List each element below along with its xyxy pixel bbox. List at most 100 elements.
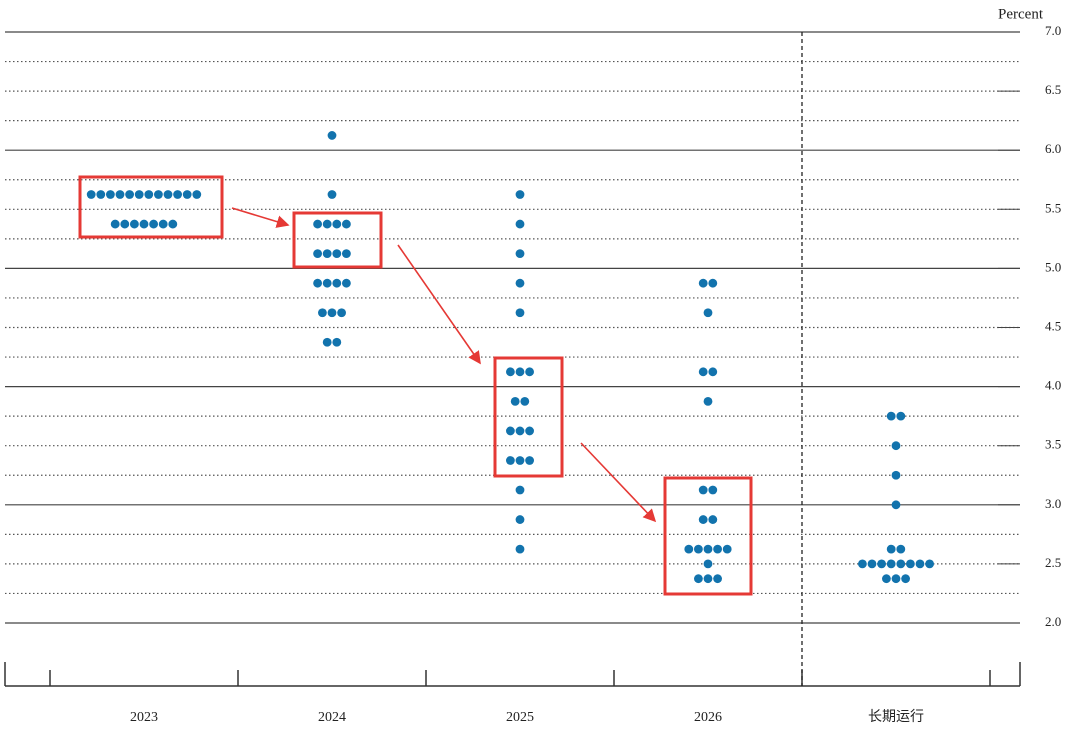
dot [322,249,332,259]
dot-group [322,337,342,347]
dot [332,249,342,259]
y-tick-label: 5.0 [1045,259,1061,274]
dot [342,278,351,288]
dot [515,544,525,554]
annotations [78,175,753,596]
dot [684,544,694,554]
dot [318,308,327,318]
y-tick-label: 6.5 [1045,82,1061,97]
dot [322,278,332,288]
dot [173,190,183,199]
dot-group [515,308,525,318]
dot [115,190,125,199]
dot-group [703,559,713,569]
arrow [580,442,657,523]
dot [130,219,139,229]
dot-group [506,367,534,377]
dot [891,470,901,480]
dot [139,219,149,229]
dot-group [318,308,346,318]
dot-group [698,367,718,377]
highlight-box [292,211,383,269]
highlight-box [663,476,753,596]
dot-group [886,544,906,554]
dot-group [313,278,351,288]
dot [313,249,322,259]
dot [877,559,886,569]
dot [120,219,130,229]
x-tick-label: 2025 [506,710,534,725]
dot [515,426,525,436]
dot-group [882,574,910,584]
highlight-box [493,356,564,478]
dot [515,278,525,288]
dot [896,544,906,554]
dot [313,278,322,288]
dot [134,190,144,199]
dot-group [515,278,525,288]
dot [713,544,722,554]
dot [886,559,896,569]
y-tick-label: 4.0 [1045,378,1061,393]
dot-group [313,249,351,259]
dot [515,190,525,199]
x-tick-label: 长期运行 [868,709,924,725]
dot-group [698,485,718,495]
y-tick-label: 5.5 [1045,200,1061,215]
dot-group [327,190,337,199]
y-tick-label: 7.0 [1045,23,1061,38]
dot [891,441,901,451]
dot [703,396,713,406]
dot [515,308,525,318]
dot [322,219,332,229]
y-tick-label: 6.0 [1045,141,1061,156]
dot [168,219,178,229]
dot [313,219,322,229]
dot [506,367,515,377]
dot [925,559,934,569]
dot [886,544,896,554]
dot-group [703,308,713,318]
dot-group [515,190,525,199]
dot [510,396,520,406]
dot [708,278,718,288]
highlight-box [78,175,224,239]
dot [110,219,120,229]
dot-group [698,515,718,524]
x-tick-label: 2023 [130,710,158,725]
dot [515,456,525,465]
dot-group [891,441,901,451]
dot [891,574,901,584]
dot [332,278,342,288]
dot-group [327,131,337,140]
dot [342,219,351,229]
dot [703,308,713,318]
y-tick-label: 4.5 [1045,318,1061,333]
dot-group [886,411,906,421]
dot [525,367,534,377]
arrow [231,207,290,228]
dot [163,190,173,199]
y-tick-label: 3.5 [1045,437,1061,452]
y-axis-label: Percent [998,6,1044,22]
dot [886,411,896,421]
dot [906,559,915,569]
dot-group [694,574,722,584]
dot [520,396,530,406]
x-tick-label: 2024 [318,710,346,725]
y-tick-label: 2.0 [1045,614,1061,629]
dot [332,219,342,229]
dot [337,308,346,318]
dot-group [506,456,534,465]
dot [722,544,732,554]
dot [192,190,202,199]
dot-group [858,559,934,569]
dot [515,367,525,377]
dot [858,559,867,569]
dot [506,426,515,436]
dot [515,249,525,259]
dot [698,367,708,377]
dot [322,337,332,347]
dot-group [86,190,202,199]
